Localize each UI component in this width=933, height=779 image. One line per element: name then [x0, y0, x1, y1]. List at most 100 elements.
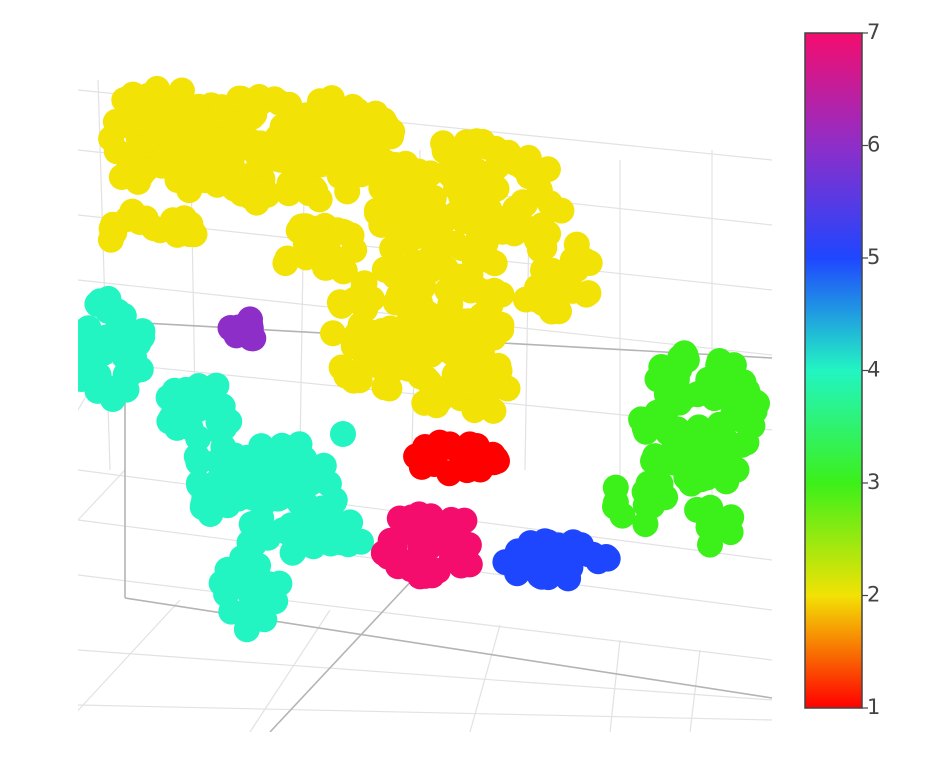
data-point [381, 538, 408, 565]
data-point [274, 146, 301, 173]
data-point [280, 538, 307, 565]
data-point [330, 421, 356, 447]
data-point [111, 87, 138, 113]
data-point [432, 255, 459, 282]
data-point [97, 226, 124, 253]
data-point [451, 507, 478, 534]
data-point [423, 392, 450, 419]
data-point [204, 468, 231, 495]
data-point [632, 511, 659, 538]
data-point [140, 127, 167, 154]
data-point [476, 196, 503, 223]
data-point [104, 298, 131, 325]
data-point [292, 490, 318, 517]
data-point [733, 429, 760, 456]
data-point [483, 175, 510, 202]
data-point [190, 491, 217, 518]
data-point [342, 286, 369, 313]
data-point [135, 82, 162, 109]
data-point [453, 129, 480, 156]
data-point [507, 209, 534, 236]
data-point [379, 118, 406, 145]
data-point [534, 156, 561, 183]
data-point [211, 165, 238, 192]
data-point [408, 167, 435, 193]
data-point [393, 353, 420, 380]
data-point [240, 325, 267, 352]
data-point [440, 372, 467, 399]
data-point [182, 117, 209, 144]
colorbar-tick-label: 5 [867, 245, 880, 269]
data-point [406, 501, 433, 528]
plot-scene[interactable] [60, 75, 772, 732]
data-point [362, 100, 389, 127]
data-point [216, 408, 243, 435]
data-point [693, 374, 720, 401]
data-point [684, 496, 711, 523]
data-point [272, 250, 299, 277]
data-point [338, 140, 365, 167]
data-point [391, 228, 418, 255]
data-point [537, 190, 563, 217]
data-point [461, 397, 488, 424]
data-point [653, 358, 680, 385]
data-point [714, 448, 741, 475]
data-point [112, 361, 139, 388]
data-point [543, 295, 570, 322]
data-point [94, 378, 121, 405]
data-point [407, 563, 434, 590]
data-points [78, 75, 770, 643]
data-point [687, 464, 714, 491]
data-point [159, 207, 186, 234]
data-point [430, 130, 457, 157]
data-point [528, 562, 555, 589]
data-point [472, 229, 499, 256]
data-point [266, 484, 293, 511]
data-point [415, 209, 442, 235]
data-point [672, 342, 699, 369]
data-point [481, 277, 508, 304]
data-point [289, 213, 316, 240]
data-point [524, 274, 551, 301]
data-point [304, 466, 331, 493]
data-point [357, 129, 384, 156]
data-point [191, 151, 218, 178]
data-point [457, 277, 484, 304]
data-point [509, 154, 536, 181]
data-point [229, 463, 256, 489]
data-point [472, 351, 499, 378]
data-point [208, 99, 235, 126]
data-point [484, 373, 511, 400]
data-point [118, 203, 145, 230]
data-point [337, 509, 364, 536]
data-point [287, 512, 314, 539]
data-point [517, 530, 544, 557]
data-point [734, 377, 761, 404]
colorbar-ticks: 1 2 3 4 5 6 7 [862, 20, 880, 719]
data-point [177, 414, 204, 441]
data-point [443, 200, 469, 227]
data-point [707, 354, 734, 381]
data-point [411, 262, 438, 289]
colorbar-tick-label: 2 [867, 583, 880, 607]
data-point [266, 438, 293, 464]
colorbar-tick-label: 6 [867, 133, 880, 157]
data-point [729, 407, 756, 434]
colorbar-fill [805, 33, 862, 708]
data-point [172, 376, 199, 403]
data-point [474, 134, 501, 160]
data-point [243, 189, 270, 216]
data-point [78, 337, 93, 364]
grid-line [78, 574, 772, 661]
data-point [368, 211, 395, 238]
grid-line [78, 599, 181, 712]
data-point [362, 347, 389, 374]
data-point [348, 528, 374, 555]
data-point [557, 256, 584, 283]
grid-line [469, 624, 501, 732]
data-point [181, 221, 208, 248]
data-point [228, 85, 255, 112]
data-point [103, 138, 130, 165]
data-point [392, 276, 419, 303]
